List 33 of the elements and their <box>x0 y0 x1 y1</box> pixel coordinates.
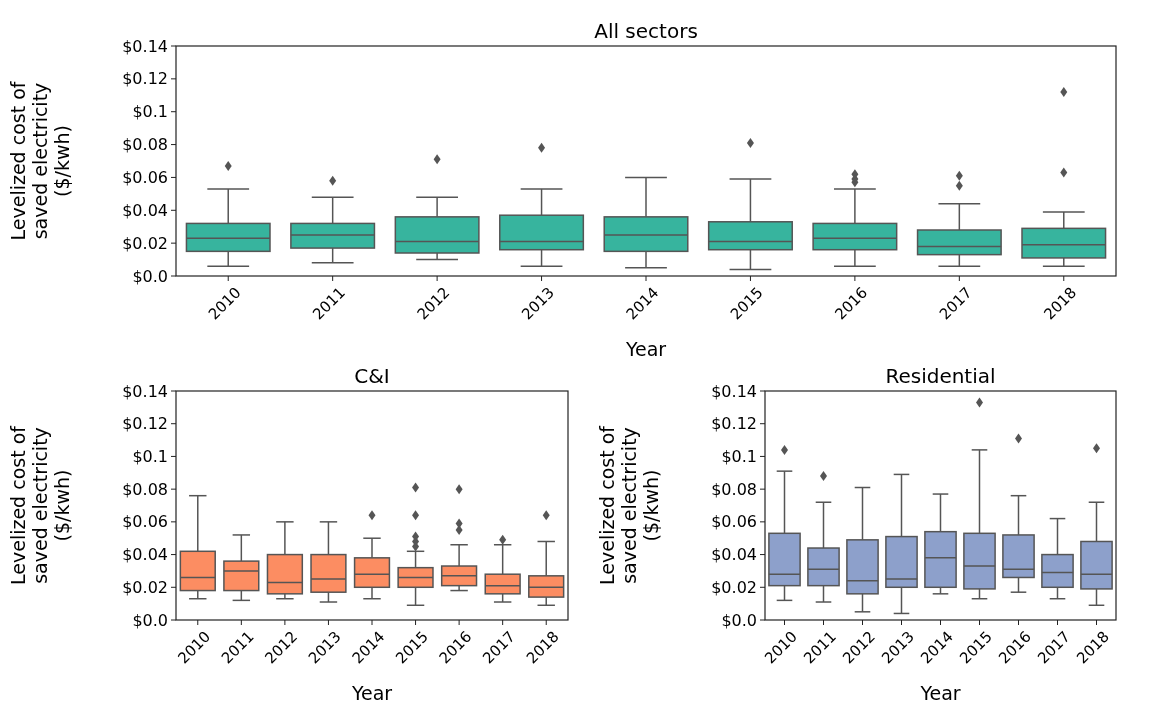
y-tick-label: $0.06 <box>122 512 168 532</box>
y-tick-label: $0.12 <box>122 69 168 89</box>
x-axis-title: Year <box>624 338 667 360</box>
x-axis-title: Year <box>350 682 393 704</box>
chart-title: Residential <box>885 364 996 388</box>
y-tick-label: $0.06 <box>122 168 168 188</box>
y-tick-label: $0.04 <box>122 545 168 565</box>
y-tick-label: $0.12 <box>122 414 168 434</box>
y-tick-label: $0.04 <box>711 545 757 565</box>
y-tick-label: $0.1 <box>721 447 757 467</box>
y-axis-title: Levelized cost of saved electricity ($/kwh) <box>596 424 662 585</box>
y-tick-label: $0.02 <box>122 233 168 253</box>
y-tick-label: $0.12 <box>711 414 757 434</box>
y-tick-label: $0.0 <box>132 266 168 286</box>
y-tick-label: $0.14 <box>711 381 757 401</box>
y-tick-label: $0.14 <box>122 381 168 401</box>
chart-title: All sectors <box>594 19 698 43</box>
y-tick-label: $0.14 <box>122 36 168 56</box>
y-tick-label: $0.06 <box>711 512 757 532</box>
y-tick-label: $0.0 <box>132 610 168 630</box>
y-tick-label: $0.1 <box>132 447 168 467</box>
y-axis-title: Levelized cost of saved electricity ($/kwh) <box>7 424 73 585</box>
y-tick-label: $0.02 <box>122 577 168 597</box>
y-tick-label: $0.04 <box>122 200 168 220</box>
y-tick-label: $0.08 <box>122 479 168 499</box>
y-axis-title: Levelized cost of saved electricity ($/kwh) <box>7 80 73 241</box>
y-tick-label: $0.0 <box>721 610 757 630</box>
x-axis-title: Year <box>919 682 961 704</box>
y-tick-label: $0.08 <box>711 479 757 499</box>
y-tick-label: $0.08 <box>122 135 168 155</box>
y-tick-label: $0.02 <box>711 577 757 597</box>
chart-title: C&I <box>354 364 390 388</box>
y-tick-label: $0.1 <box>132 102 168 122</box>
